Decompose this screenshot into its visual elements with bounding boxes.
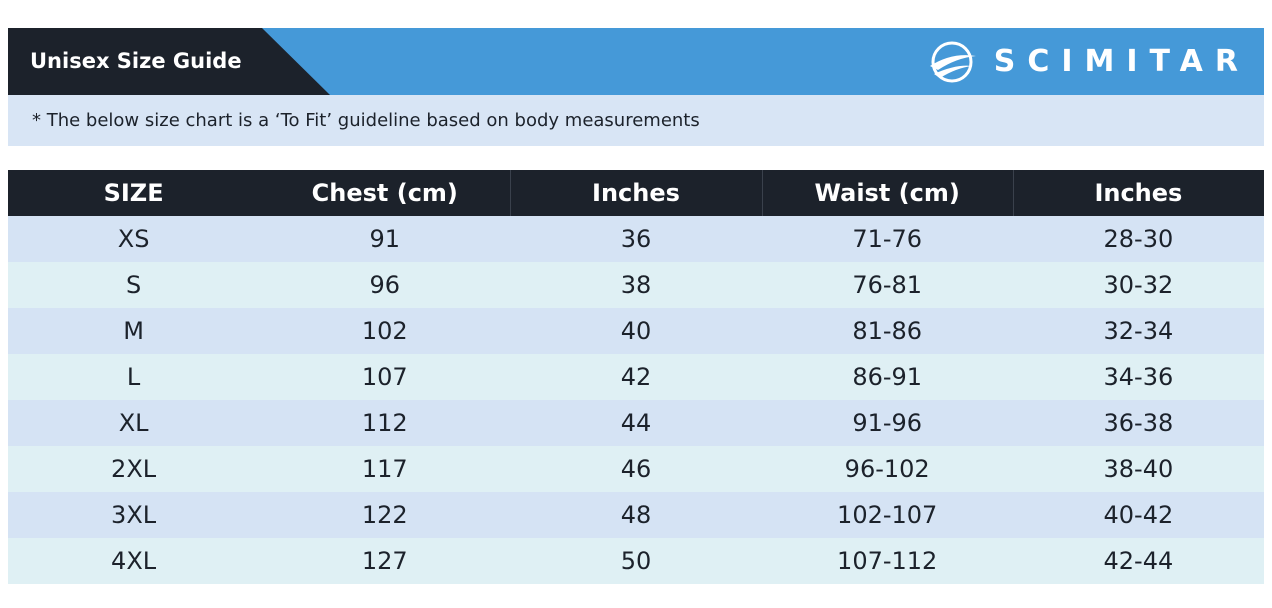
table-cell: L <box>126 363 141 391</box>
table-row <box>8 216 1264 262</box>
table-cell: 117 <box>361 455 408 483</box>
header-bar: Unisex Size Guide SCIMITAR <box>8 28 1264 95</box>
note: * The below size chart is a ‘To Fit’ gui… <box>32 110 700 131</box>
table-cell: 81-86 <box>852 317 923 345</box>
title-tab <box>8 28 330 95</box>
table-cell: 112 <box>361 409 408 437</box>
table-cell: 42-44 <box>1103 547 1174 575</box>
table-cell: 46 <box>620 455 652 483</box>
table-cell: 50 <box>620 547 652 575</box>
table-cell: 107-112 <box>837 547 938 575</box>
table-cell: 71-76 <box>852 225 923 253</box>
table-cell: 36 <box>620 225 652 253</box>
table-cell: XS <box>117 225 150 253</box>
table-row <box>8 538 1264 584</box>
title: Unisex Size Guide <box>30 49 242 73</box>
table-cell: 122 <box>361 501 408 529</box>
note-bar: * The below size chart is a ‘To Fit’ gui… <box>8 95 1264 146</box>
table-row <box>8 492 1264 538</box>
table-cell: 40-42 <box>1103 501 1174 529</box>
table-cell: 40 <box>620 317 652 345</box>
table-cell: M <box>123 317 144 345</box>
table-cell: 76-81 <box>852 271 923 299</box>
table-cell: 107 <box>361 363 408 391</box>
table-row <box>8 354 1264 400</box>
table-row <box>8 262 1264 308</box>
table-cell: XL <box>118 409 149 437</box>
column-divider <box>1012 170 1014 216</box>
column-header: Waist (cm) <box>814 179 960 207</box>
size-table: SIZE Chest (cm) Inches Waist (cm) Inches XS 91… <box>8 170 1264 584</box>
column-divider <box>761 170 763 216</box>
table-cell: 3XL <box>111 501 157 529</box>
column-header: Inches <box>1094 179 1183 207</box>
table-cell: 32-34 <box>1103 317 1174 345</box>
table-cell: 91 <box>369 225 401 253</box>
table-cell: 2XL <box>111 455 157 483</box>
table-row <box>8 400 1264 446</box>
table-cell: 42 <box>620 363 652 391</box>
table-cell: 38-40 <box>1103 455 1174 483</box>
table-cell: 36-38 <box>1103 409 1174 437</box>
table-cell: 30-32 <box>1103 271 1174 299</box>
table-cell: 96-102 <box>844 455 930 483</box>
table-row <box>8 446 1264 492</box>
table-cell: 127 <box>361 547 408 575</box>
header-row <box>8 170 1264 216</box>
column-header: Chest (cm) <box>311 179 458 207</box>
table-cell: 28-30 <box>1103 225 1174 253</box>
brand-logo <box>930 41 976 83</box>
table-row <box>8 308 1264 354</box>
table-cell: 91-96 <box>852 409 923 437</box>
table-cell: S <box>125 271 142 299</box>
table-cell: 48 <box>620 501 652 529</box>
table-cell: 4XL <box>111 547 157 575</box>
table-cell: 96 <box>369 271 401 299</box>
table-cell: 44 <box>620 409 652 437</box>
column-divider <box>510 170 512 216</box>
table-cell: 34-36 <box>1103 363 1174 391</box>
column-header: Inches <box>592 179 680 207</box>
table-cell: 102-107 <box>837 501 938 529</box>
table-cell: 86-91 <box>852 363 923 391</box>
table-cell: 102 <box>361 317 408 345</box>
table-cell: 38 <box>620 271 652 299</box>
brand: SCIMITAR <box>993 44 1250 79</box>
column-header: SIZE <box>103 179 164 207</box>
